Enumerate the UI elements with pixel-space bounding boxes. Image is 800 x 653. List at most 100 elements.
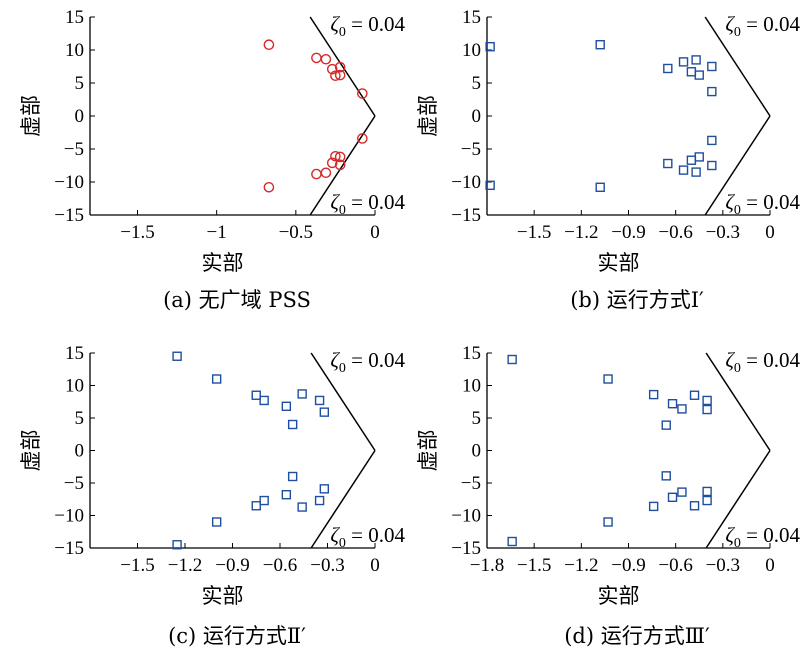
damping-label-top: ζ0 = 0.04	[330, 348, 405, 376]
data-point	[251, 501, 261, 511]
y-axis-label: 虚部	[416, 430, 440, 472]
x-tick-label: −1.2	[564, 222, 598, 243]
data-point	[172, 540, 182, 550]
data-point	[287, 471, 298, 482]
data-point	[334, 151, 346, 163]
chart-panel-3: 15 10 5 0 −5 −10 −15 −1.5 −1.2 −0.9 −0.6 −0.3 0 ζ0 = …	[19, 343, 405, 648]
data-point	[686, 67, 697, 77]
data-point	[678, 57, 689, 67]
data-point	[686, 155, 697, 165]
damping-boundary-upper	[309, 16, 376, 117]
data-point	[707, 61, 717, 72]
y-tick-label: −15	[451, 205, 481, 226]
x-axis-label: 实部	[598, 584, 640, 608]
data-point	[667, 399, 678, 409]
x-tick-label: −0.9	[215, 555, 249, 576]
damping-label-top: ζ0 = 0.04	[725, 348, 800, 376]
y-tick-label: 10	[65, 40, 84, 61]
data-point	[263, 39, 275, 51]
x-tick-label: −1.5	[517, 555, 551, 576]
damping-boundary-lower	[705, 450, 771, 549]
data-point	[334, 61, 346, 73]
data-point	[663, 63, 673, 74]
data-point	[281, 401, 292, 411]
damping-boundary-upper	[704, 16, 771, 117]
data-point	[595, 40, 605, 50]
data-point	[334, 69, 346, 81]
x-tick-label: 0	[765, 555, 775, 576]
y-axis-label: 虚部	[416, 95, 440, 137]
data-point	[330, 150, 341, 162]
y-tick-label: 5	[472, 73, 482, 94]
chart-panel-2: 15 10 5 0 −5 −10 −15 −1.5 −1.2 −0.9 −0.6 −0.3 0 ζ0 = …	[416, 7, 800, 312]
x-tick-label: −1.5	[517, 222, 551, 243]
y-tick-label: 15	[462, 7, 481, 28]
data-point	[691, 167, 701, 177]
damping-label-bottom: ζ0 = 0.04	[725, 190, 800, 218]
data-point	[689, 390, 700, 400]
y-tick-label: −15	[54, 538, 84, 559]
data-point	[281, 490, 292, 500]
data-point	[357, 88, 368, 99]
data-point	[702, 404, 712, 415]
data-point	[287, 419, 298, 430]
data-point	[330, 70, 341, 82]
data-point	[694, 152, 704, 162]
damping-label-top: ζ0 = 0.04	[330, 12, 405, 40]
data-point	[661, 420, 671, 430]
x-tick-label: 0	[765, 222, 775, 243]
y-tick-label: −10	[451, 172, 481, 193]
data-point	[702, 495, 712, 506]
panel-caption: (a) 无广域 PSS	[163, 288, 311, 312]
x-tick-label: −1.2	[564, 555, 598, 576]
damping-boundary-lower	[704, 115, 771, 216]
data-point	[603, 374, 613, 384]
data-point	[211, 517, 222, 527]
x-tick-label: −0.3	[706, 222, 740, 243]
y-tick-label: 0	[75, 106, 85, 127]
data-point	[507, 354, 517, 365]
data-point	[667, 492, 678, 502]
data-point	[663, 158, 673, 169]
damping-boundary-upper	[705, 352, 771, 451]
data-point	[661, 471, 671, 481]
x-tick-label: −0.6	[658, 555, 692, 576]
panel-caption: (c) 运行方式Ⅱ′	[168, 624, 306, 648]
y-tick-label: −5	[461, 139, 481, 160]
data-point	[691, 55, 701, 65]
y-tick-label: 0	[75, 441, 85, 462]
y-tick-label: −5	[64, 473, 84, 494]
data-point	[485, 42, 495, 52]
y-tick-label: −5	[461, 473, 481, 494]
data-point	[319, 407, 330, 417]
data-point	[314, 395, 325, 406]
x-tick-label: −1.2	[168, 555, 202, 576]
y-tick-label: 5	[75, 73, 85, 94]
damping-label-bottom: ζ0 = 0.04	[330, 190, 405, 218]
x-tick-label: −0.9	[611, 222, 645, 243]
x-tick-label: −0.6	[658, 222, 692, 243]
data-point	[326, 157, 338, 169]
data-point	[172, 351, 182, 361]
x-tick-label: −1.5	[120, 222, 154, 243]
y-tick-label: 10	[462, 40, 481, 61]
x-tick-label: −0.3	[706, 555, 740, 576]
y-tick-label: −15	[451, 538, 481, 559]
damping-label-bottom: ζ0 = 0.04	[330, 523, 405, 551]
data-point	[211, 374, 222, 384]
data-point	[707, 86, 717, 97]
data-point	[311, 168, 322, 180]
data-point	[507, 536, 517, 547]
data-point	[263, 181, 275, 193]
data-point	[677, 404, 687, 414]
data-point	[326, 63, 338, 75]
y-tick-label: −15	[54, 205, 84, 226]
x-tick-label: −0.5	[279, 222, 313, 243]
damping-boundary-upper	[310, 352, 376, 451]
y-tick-label: −5	[64, 139, 84, 160]
y-tick-label: 10	[462, 376, 481, 397]
chart-panel-4: 15 10 5 0 −5 −10 −15−1.8 −1.5 −1.2 −0.9 −0.6 −0.3 0 ζ…	[416, 343, 800, 648]
data-point	[648, 501, 659, 512]
x-tick-label: −1.8	[470, 555, 504, 576]
